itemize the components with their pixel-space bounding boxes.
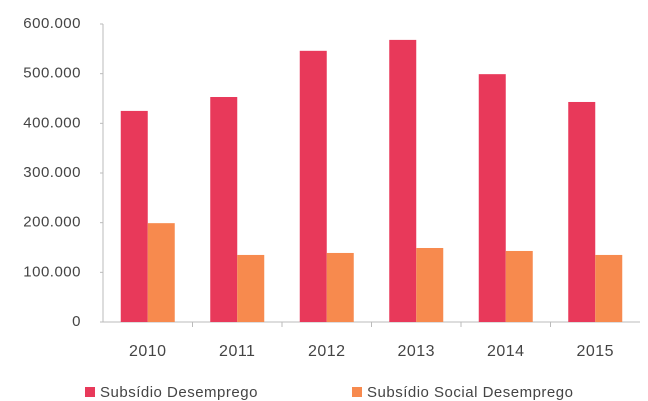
y-tick-label: 300.000 xyxy=(23,164,81,181)
legend-label: Subsídio Desemprego xyxy=(100,384,258,401)
y-tick-label: 100.000 xyxy=(23,263,81,280)
y-tick-label: 400.000 xyxy=(23,114,81,131)
x-tick-label: 2014 xyxy=(487,343,525,360)
bar xyxy=(326,252,354,322)
x-tick-label: 2015 xyxy=(576,343,614,360)
bar xyxy=(147,223,175,322)
bar xyxy=(237,254,265,322)
x-tick-label: 2013 xyxy=(397,343,435,360)
bar xyxy=(120,110,148,323)
x-tick-label: 2010 xyxy=(129,343,167,360)
bar xyxy=(595,254,623,322)
bar xyxy=(210,97,238,322)
bar xyxy=(389,39,417,322)
bar xyxy=(299,50,327,322)
bar xyxy=(478,74,506,322)
y-tick-label: 200.000 xyxy=(23,214,81,231)
y-tick-label: 600.000 xyxy=(23,15,81,32)
legend-label: Subsídio Social Desemprego xyxy=(367,384,573,401)
y-tick-label: 0 xyxy=(72,313,81,330)
bar xyxy=(568,101,596,322)
x-tick-label: 2011 xyxy=(219,343,255,360)
legend-swatch xyxy=(352,387,362,397)
bar xyxy=(505,250,533,322)
y-tick-label: 500.000 xyxy=(23,65,81,82)
x-tick-label: 2012 xyxy=(308,343,346,360)
legend-swatch xyxy=(85,387,95,397)
bar xyxy=(416,247,444,322)
